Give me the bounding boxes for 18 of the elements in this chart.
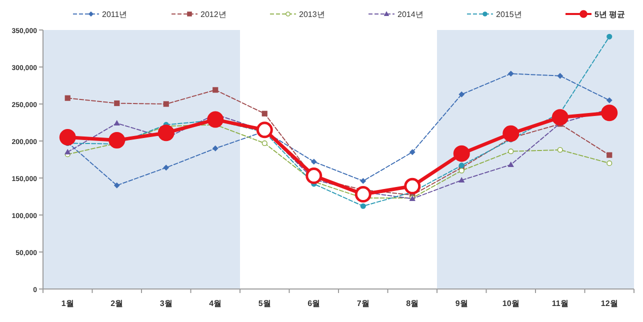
x-tick-label: 7월 [356, 299, 370, 308]
x-tick-label: 9월 [455, 299, 468, 308]
x-tick-label: 6월 [308, 299, 320, 308]
legend-label: 2012년 [200, 10, 226, 19]
x-tick-label: 3월 [160, 299, 172, 308]
legend-label: 2014년 [398, 10, 424, 19]
x-tick-label: 10월 [502, 299, 520, 308]
x-tick-label: 5월 [258, 299, 271, 308]
x-tick-label: 1월 [61, 299, 74, 308]
x-tick-label: 4월 [209, 299, 222, 308]
legend-label: 2015년 [496, 10, 522, 19]
x-tick-label: 8월 [406, 299, 419, 308]
x-tick-label: 2월 [110, 299, 124, 308]
x-tick-label: 12월 [600, 299, 618, 308]
legend-label: 2011년 [102, 10, 128, 19]
x-tick-label: 11월 [552, 299, 568, 308]
legend-label: 5년 평균 [594, 10, 626, 19]
legend-label: 2013년 [299, 10, 325, 19]
